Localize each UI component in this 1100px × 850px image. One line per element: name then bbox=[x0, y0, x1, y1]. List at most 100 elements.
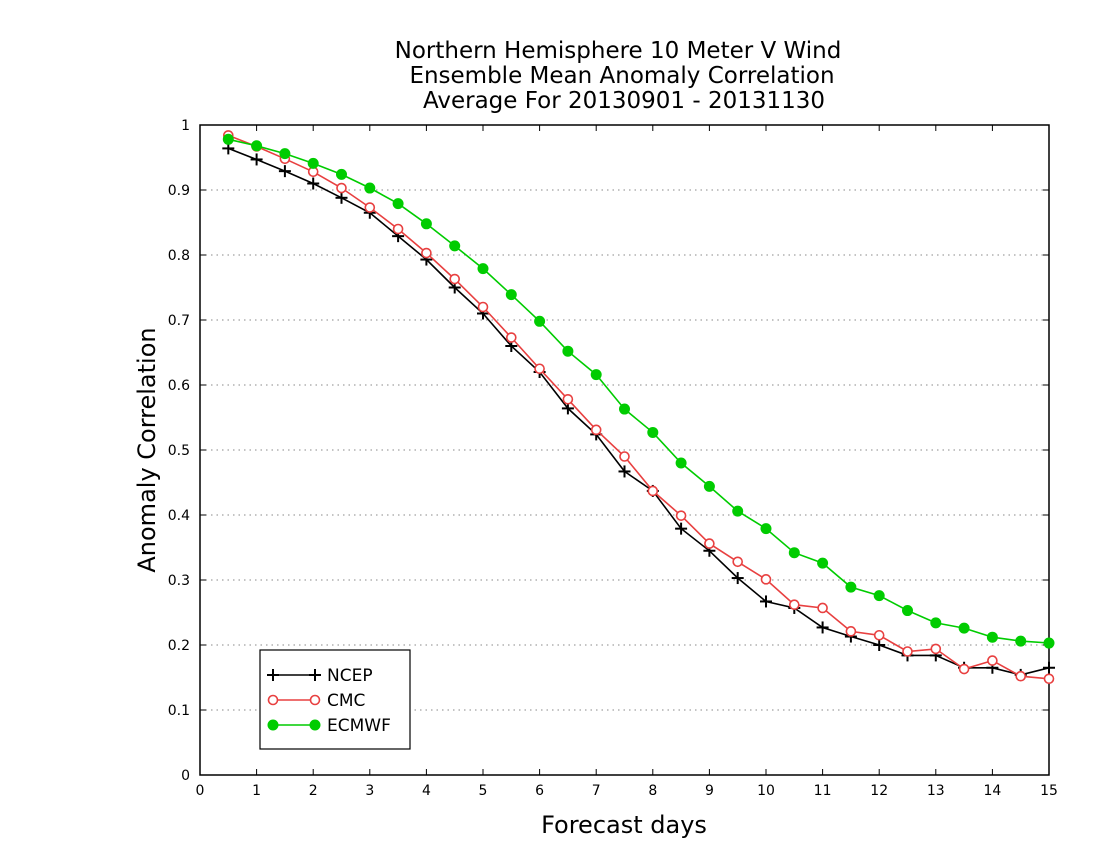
data-point-ecmwf bbox=[902, 605, 913, 617]
legend-label-cmc: CMC bbox=[327, 691, 365, 711]
data-point-ecmwf bbox=[336, 168, 347, 180]
data-point-ecmwf bbox=[251, 140, 263, 152]
legend-item-ecmwf: ECMWF bbox=[267, 716, 391, 736]
x-tick-label: 5 bbox=[479, 783, 488, 799]
data-point-cmc bbox=[364, 202, 376, 213]
legend-marker bbox=[267, 694, 279, 706]
x-tick-label: 6 bbox=[535, 783, 544, 799]
data-point-cmc bbox=[987, 655, 998, 666]
data-point-ncep bbox=[618, 465, 631, 478]
y-tick-label: 0.5 bbox=[168, 443, 190, 459]
data-point-ecmwf bbox=[420, 218, 432, 230]
y-tick-label: 0.1 bbox=[168, 703, 190, 719]
data-point-ncep bbox=[873, 639, 886, 651]
data-point-ncep bbox=[1043, 661, 1055, 674]
legend-marker bbox=[309, 694, 321, 706]
data-point-ncep bbox=[307, 177, 320, 190]
data-point-cmc bbox=[788, 599, 800, 611]
data-point-ecmwf bbox=[930, 617, 942, 629]
x-tick-label: 1 bbox=[252, 783, 261, 799]
y-tick-label: 0.6 bbox=[168, 378, 190, 394]
legend-item-ncep: NCEP bbox=[267, 666, 373, 686]
series-group bbox=[222, 130, 1055, 685]
data-point-cmc bbox=[477, 301, 489, 313]
data-point-ecmwf bbox=[364, 182, 376, 194]
x-tick-label: 15 bbox=[1040, 783, 1058, 799]
chart-title-line-1: Northern Hemisphere 10 Meter V Wind bbox=[395, 38, 842, 64]
legend-marker bbox=[267, 669, 279, 681]
x-tick-label: 8 bbox=[648, 783, 657, 799]
data-point-ecmwf bbox=[958, 622, 970, 634]
data-point-ecmwf bbox=[760, 523, 772, 535]
data-point-cmc bbox=[675, 510, 687, 521]
data-point-ecmwf bbox=[817, 557, 829, 569]
legend-label-ncep: NCEP bbox=[327, 666, 373, 686]
data-point-ecmwf bbox=[392, 198, 404, 210]
data-point-ecmwf bbox=[1015, 635, 1027, 647]
series-line-ncep bbox=[228, 147, 1050, 676]
y-tick-label: 0.7 bbox=[168, 313, 190, 329]
chart-title-line-2: Ensemble Mean Anomaly Correlation bbox=[409, 63, 834, 89]
data-point-ecmwf bbox=[279, 148, 291, 160]
data-point-ecmwf bbox=[619, 403, 630, 415]
data-point-ecmwf bbox=[703, 480, 715, 492]
data-point-cmc bbox=[760, 574, 772, 585]
data-point-ecmwf bbox=[505, 289, 517, 301]
data-point-ecmwf bbox=[788, 547, 800, 559]
data-point-ecmwf bbox=[647, 426, 659, 438]
data-point-ncep bbox=[250, 153, 263, 166]
data-point-cmc bbox=[449, 273, 461, 285]
data-point-ncep bbox=[335, 191, 348, 204]
data-point-cmc bbox=[1015, 670, 1027, 682]
data-point-ecmwf bbox=[845, 581, 857, 593]
x-tick-label: 10 bbox=[757, 783, 775, 799]
series-ncep bbox=[222, 142, 1055, 681]
data-point-ncep bbox=[816, 621, 829, 634]
x-tick-label: 13 bbox=[927, 783, 945, 799]
data-point-cmc bbox=[817, 602, 828, 614]
data-point-cmc bbox=[873, 629, 885, 641]
data-point-cmc bbox=[392, 223, 404, 235]
data-point-ecmwf bbox=[986, 631, 998, 643]
x-tick-label: 3 bbox=[365, 783, 374, 799]
y-tick-label: 0.3 bbox=[168, 573, 190, 589]
data-point-cmc bbox=[958, 663, 970, 675]
data-point-cmc bbox=[930, 643, 942, 655]
data-point-ecmwf bbox=[562, 345, 574, 357]
y-tick-label: 0.4 bbox=[168, 508, 190, 524]
data-point-ncep bbox=[278, 165, 291, 178]
x-tick-label: 14 bbox=[983, 783, 1001, 799]
x-tick-label: 7 bbox=[592, 783, 601, 799]
data-point-cmc bbox=[732, 556, 744, 568]
data-point-cmc bbox=[590, 424, 602, 436]
data-point-cmc bbox=[505, 332, 517, 343]
data-point-cmc bbox=[562, 393, 574, 405]
legend-marker bbox=[267, 719, 279, 731]
data-point-ecmwf bbox=[222, 133, 234, 145]
data-point-cmc bbox=[336, 182, 347, 194]
y-tick-label: 0 bbox=[181, 768, 190, 784]
data-point-ncep bbox=[760, 595, 772, 608]
data-point-cmc bbox=[902, 646, 913, 657]
data-point-ecmwf bbox=[307, 157, 319, 169]
series-line-cmc bbox=[228, 134, 1050, 680]
x-tick-label: 12 bbox=[870, 783, 888, 799]
x-tick-label: 2 bbox=[309, 783, 318, 799]
x-tick-label: 0 bbox=[196, 783, 205, 799]
x-tick-label: 11 bbox=[814, 783, 832, 799]
legend-marker bbox=[309, 669, 321, 681]
data-point-cmc bbox=[1043, 673, 1055, 685]
data-point-ecmwf bbox=[477, 263, 489, 275]
series-cmc bbox=[223, 130, 1055, 685]
data-point-cmc bbox=[619, 451, 630, 462]
chart-title-line-3: Average For 20130901 - 20131130 bbox=[423, 88, 825, 114]
data-point-ecmwf bbox=[732, 505, 744, 517]
data-point-ncep bbox=[731, 572, 744, 585]
data-point-cmc bbox=[647, 485, 659, 497]
legend-label-ecmwf: ECMWF bbox=[327, 716, 391, 736]
x-tick-label: 9 bbox=[705, 783, 714, 799]
y-axis-label: Anomaly Correlation bbox=[133, 327, 161, 572]
y-tick-label: 0.8 bbox=[168, 248, 190, 264]
y-tick-label: 0.9 bbox=[168, 183, 190, 199]
